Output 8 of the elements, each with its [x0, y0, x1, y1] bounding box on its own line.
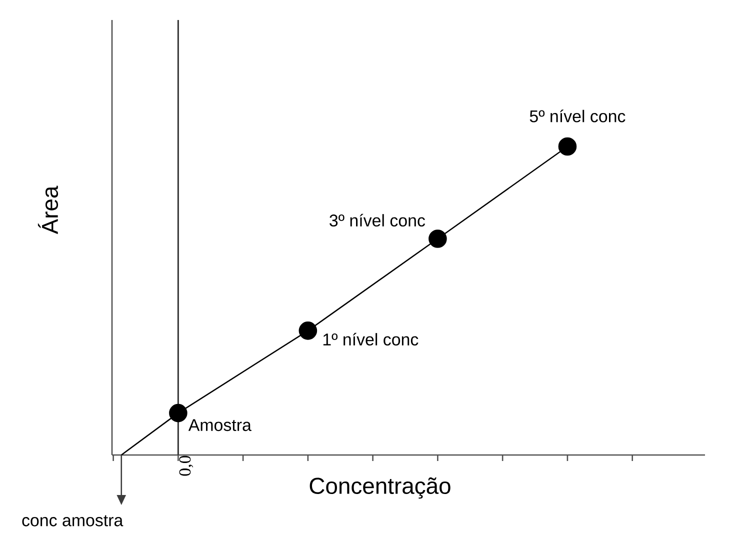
- text: 5º nível conc: [530, 110, 626, 122]
- annotation: 1º nível conc: [323, 332, 418, 346]
- text: 0,0: [179, 456, 194, 476]
- annotation: Amostra: [188, 419, 252, 432]
- annotation: 3º nível conc: [330, 214, 426, 227]
- text: conc amostra: [22, 515, 124, 526]
- x-axis-title: Concentração: [310, 477, 450, 499]
- y-axis-title: Área: [38, 186, 58, 234]
